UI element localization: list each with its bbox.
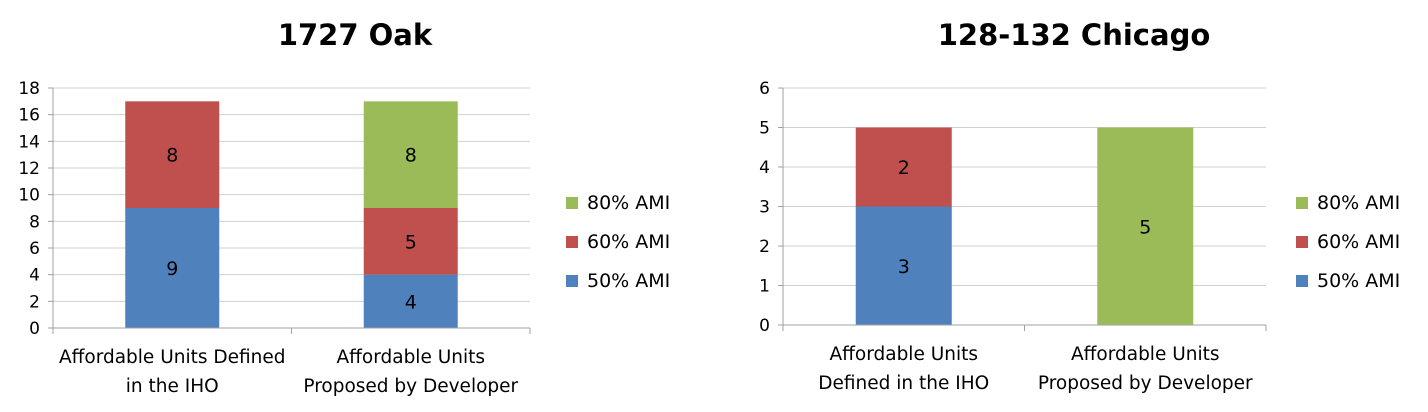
chart-title: 1727 Oak bbox=[277, 18, 433, 52]
x-tick-label: Proposed by Developer bbox=[303, 376, 518, 397]
legend-item-50-ami: 50% AMI bbox=[1296, 261, 1400, 300]
bar-80-ami bbox=[363, 101, 458, 208]
y-tick-label: 0 bbox=[759, 316, 770, 336]
x-tick-label: Affordable Units Defined bbox=[59, 347, 286, 368]
y-tick-label: 1 bbox=[759, 277, 770, 297]
legend-item-80-ami: 80% AMI bbox=[1296, 183, 1400, 222]
y-tick-label: 12 bbox=[18, 159, 40, 179]
y-tick-label: 16 bbox=[18, 106, 40, 126]
legend: 80% AMI 60% AMI 50% AMI bbox=[566, 183, 670, 300]
legend-label-50-ami: 50% AMI bbox=[587, 269, 671, 292]
data-label: 4 bbox=[405, 291, 417, 313]
bar-60-ami bbox=[855, 127, 952, 207]
bar-50-ami bbox=[363, 274, 458, 328]
legend-item-50-ami: 50% AMI bbox=[566, 261, 670, 300]
x-tick-label: Defined in the IHO bbox=[818, 373, 989, 394]
plot-area: 0 2 4 6 8 10 12 14 16 18 9 8 4 5 8 Affordable Units Def… bbox=[18, 79, 531, 397]
x-tick-label: Affordable Units bbox=[829, 344, 978, 365]
y-tick-label: 10 bbox=[18, 186, 40, 206]
y-tick-label: 14 bbox=[18, 132, 40, 152]
legend-label-50-ami: 50% AMI bbox=[1317, 269, 1401, 292]
data-label: 2 bbox=[898, 157, 910, 179]
y-tick-label: 3 bbox=[759, 198, 770, 218]
legend-item-60-ami: 60% AMI bbox=[1296, 222, 1400, 261]
data-label: 5 bbox=[405, 231, 417, 253]
data-label: 3 bbox=[898, 256, 910, 278]
x-tick-label: Affordable Units bbox=[336, 347, 485, 368]
plot-area: 0 1 2 3 4 5 6 3 2 5 Affordable Units Defined in the… bbox=[759, 79, 1267, 394]
legend-label-80-ami: 80% AMI bbox=[587, 191, 671, 214]
y-tick-label: 6 bbox=[29, 239, 40, 259]
legend-swatch-80-ami bbox=[1296, 196, 1308, 209]
x-tick-label: Affordable Units bbox=[1071, 344, 1220, 365]
legend-label-60-ami: 60% AMI bbox=[587, 230, 671, 253]
legend-swatch-80-ami bbox=[566, 196, 578, 209]
x-tick-label: Proposed by Developer bbox=[1038, 373, 1253, 394]
x-tick-label: in the IHO bbox=[126, 376, 219, 397]
y-tick-label: 8 bbox=[29, 212, 40, 232]
bar-50-ami bbox=[855, 206, 952, 325]
chart-128-132-chicago: 128-132 Chicago 0 1 2 3 4 5 6 3 2 5 Affordable Uni… bbox=[720, 0, 1428, 412]
bar-50-ami bbox=[125, 208, 220, 328]
y-tick-label: 5 bbox=[759, 119, 770, 139]
legend-item-80-ami: 80% AMI bbox=[566, 183, 670, 222]
legend-swatch-60-ami bbox=[566, 235, 578, 248]
bar-80-ami bbox=[1097, 127, 1194, 325]
data-label: 5 bbox=[1139, 216, 1151, 238]
legend-swatch-50-ami bbox=[1296, 274, 1308, 287]
y-tick-label: 2 bbox=[29, 292, 40, 312]
y-tick-label: 0 bbox=[29, 319, 40, 339]
legend: 80% AMI 60% AMI 50% AMI bbox=[1296, 183, 1400, 300]
bar-60-ami bbox=[125, 101, 220, 208]
chart-title: 128-132 Chicago bbox=[937, 18, 1211, 52]
legend-label-60-ami: 60% AMI bbox=[1317, 230, 1401, 253]
data-label: 8 bbox=[166, 145, 178, 167]
y-tick-label: 4 bbox=[759, 158, 770, 178]
legend-item-60-ami: 60% AMI bbox=[566, 222, 670, 261]
y-tick-label: 2 bbox=[759, 237, 770, 257]
data-label: 9 bbox=[166, 258, 178, 280]
chart-1727-oak: 1727 Oak 0 2 4 6 8 10 12 14 16 18 9 8 4 5 8 Affordable … bbox=[0, 0, 710, 412]
legend-label-80-ami: 80% AMI bbox=[1317, 191, 1401, 214]
legend-swatch-60-ami bbox=[1296, 235, 1308, 248]
y-tick-label: 6 bbox=[759, 79, 770, 99]
y-tick-label: 4 bbox=[29, 266, 40, 286]
y-tick-label: 18 bbox=[18, 79, 40, 99]
bar-60-ami bbox=[363, 208, 458, 275]
legend-swatch-50-ami bbox=[566, 274, 578, 287]
data-label: 8 bbox=[405, 145, 417, 167]
